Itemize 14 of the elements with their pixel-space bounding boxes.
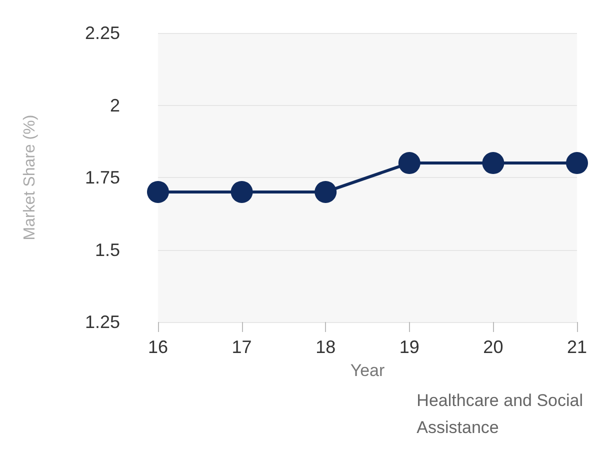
y-axis-title: Market Share (%) xyxy=(22,114,38,240)
text: Healthcare and Social Assistance xyxy=(416,391,584,437)
x-tick-label: 18 xyxy=(316,337,336,357)
x-tick-label: 20 xyxy=(483,337,504,357)
y-tick-label: 2 xyxy=(110,95,120,116)
y-tick-label: 1.75 xyxy=(84,168,120,188)
y-tick-label: 2.25 xyxy=(84,23,120,43)
y-tick-label: 1.25 xyxy=(84,312,120,332)
x-axis-title: Year xyxy=(350,361,386,380)
y-tick-label: 1.5 xyxy=(94,240,120,260)
x-tick-label: 19 xyxy=(399,337,420,357)
x-tick-label: 17 xyxy=(232,337,252,357)
x-tick-label: 16 xyxy=(148,337,168,357)
x-tick-label: 21 xyxy=(566,337,588,357)
